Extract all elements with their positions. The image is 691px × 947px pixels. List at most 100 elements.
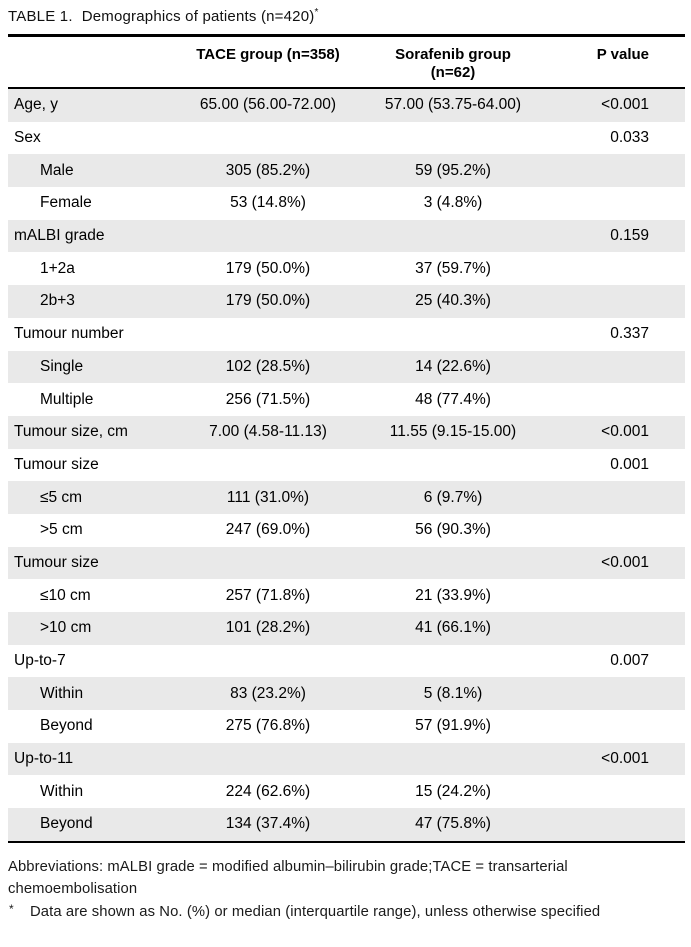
row-label-cell: Multiple (40, 390, 94, 408)
data-note-text: Data are shown as No. (%) or median (int… (30, 903, 601, 920)
row-label-cell: mALBI grade (14, 227, 105, 245)
row-label-cell: Tumour size (14, 455, 99, 473)
table-row: Tumour size <0.001 (8, 546, 685, 580)
p-value-cell (548, 710, 685, 743)
p-value-cell (548, 351, 685, 384)
row-label-cell: Sex (14, 129, 41, 147)
row-label-cell: >5 cm (40, 521, 83, 539)
sorafenib-value-cell: 41 (66.1%) (415, 619, 491, 637)
table-row: >5 cm 247 (69.0%) 56 (90.3%) (8, 514, 685, 547)
p-value-cell: 0.337 (610, 325, 649, 343)
title-footnote-marker: * (314, 7, 319, 18)
table-row: Tumour size, cm 7.00 (4.58-11.13) 11.55 (9… (8, 415, 685, 449)
sorafenib-value-cell (358, 318, 548, 351)
row-label-cell: ≤5 cm (40, 488, 83, 506)
tace-value-cell (178, 122, 358, 155)
sorafenib-value-cell: 59 (95.2%) (415, 161, 491, 179)
abbreviations-note: Abbreviations: mALBI grade = modified al… (8, 858, 568, 897)
p-value-cell (548, 677, 685, 710)
sorafenib-value-cell: 57 (91.9%) (415, 717, 491, 735)
p-value-cell (548, 514, 685, 547)
sorafenib-value-cell: 37 (59.7%) (415, 259, 491, 277)
footnotes: Abbreviations: mALBI grade = modified al… (8, 856, 685, 923)
row-label-cell: 1+2a (40, 259, 75, 277)
p-value-cell (548, 383, 685, 416)
sorafenib-value-cell: 14 (22.6%) (415, 357, 491, 375)
header-sorafenib-group: Sorafenib group (n=62) (358, 35, 548, 89)
row-label-cell: Tumour number (14, 325, 124, 343)
table-row: Up-to-11 <0.001 (8, 742, 685, 776)
header-sorafenib-label: Sorafenib group (n=62) (395, 46, 511, 81)
p-value-cell (548, 154, 685, 187)
row-label-cell: Tumour size, cm (14, 423, 128, 441)
table-row: Tumour number 0.337 (8, 318, 685, 351)
row-label-cell: >10 cm (40, 619, 92, 637)
table-title: TABLE 1. Demographics of patients (n=420)… (8, 7, 685, 27)
demographics-table: TACE group (n=358) Sorafenib group (n=62… (8, 34, 685, 843)
table-row: Within 224 (62.6%) 15 (24.2%) (8, 775, 685, 808)
table-row: Single 102 (28.5%) 14 (22.6%) (8, 350, 685, 384)
row-label-cell: Within (40, 684, 84, 702)
sorafenib-value-cell: 57.00 (53.75-64.00) (384, 96, 522, 114)
p-value-cell (548, 252, 685, 285)
sorafenib-value-cell (358, 743, 548, 776)
sorafenib-value-cell: 3 (4.8%) (423, 194, 483, 212)
row-label-cell: Single (40, 357, 84, 375)
p-value-cell (548, 481, 685, 514)
row-label-cell: Tumour size (14, 553, 99, 571)
table-row: Multiple 256 (71.5%) 48 (77.4%) (8, 383, 685, 416)
sorafenib-value-cell (358, 547, 548, 580)
tace-value-cell (178, 743, 358, 776)
p-value-cell: <0.001 (601, 96, 649, 114)
tace-value-cell (178, 220, 358, 253)
row-label-cell: 2b+3 (40, 292, 75, 310)
table-row: Beyond 134 (37.4%) 47 (75.8%) (8, 808, 685, 842)
tace-value-cell: 247 (69.0%) (225, 521, 311, 539)
p-value-cell (548, 579, 685, 612)
p-value-cell: 0.159 (610, 227, 649, 245)
p-value-cell (548, 612, 685, 645)
table-row: Male 305 (85.2%) 59 (95.2%) (8, 154, 685, 188)
p-value-cell (548, 808, 685, 842)
tace-value-cell (178, 318, 358, 351)
sorafenib-value-cell (358, 122, 548, 155)
p-value-cell: <0.001 (601, 553, 649, 571)
table-header: TACE group (n=358) Sorafenib group (n=62… (8, 35, 685, 89)
sorafenib-value-cell: 48 (77.4%) (415, 390, 491, 408)
header-tace-group: TACE group (n=358) (178, 35, 358, 89)
row-label-cell: Within (40, 782, 84, 800)
tace-value-cell: 275 (76.8%) (225, 717, 311, 735)
tace-value-cell: 256 (71.5%) (225, 390, 311, 408)
sorafenib-value-cell: 11.55 (9.15-15.00) (389, 423, 517, 441)
p-value-cell: 0.001 (610, 455, 649, 473)
row-label-cell: Up-to-7 (14, 652, 66, 670)
p-value-cell: 0.033 (610, 129, 649, 147)
table-row: >10 cm 101 (28.2%) 41 (66.1%) (8, 612, 685, 645)
table-row: Within 83 (23.2%) 5 (8.1%) (8, 677, 685, 711)
row-label-cell: Beyond (40, 717, 93, 735)
sorafenib-value-cell (358, 449, 548, 482)
table-row: mALBI grade 0.159 (8, 219, 685, 253)
tace-value-cell: 83 (23.2%) (230, 684, 306, 702)
sorafenib-value-cell: 56 (90.3%) (415, 521, 491, 539)
sorafenib-value-cell: 21 (33.9%) (415, 586, 491, 604)
data-note: * Data are shown as No. (%) or median (in… (8, 901, 630, 923)
header-p-value: P value (548, 35, 685, 89)
table-row: Up-to-7 0.007 (8, 645, 685, 678)
p-value-cell: <0.001 (601, 750, 649, 768)
table-row: ≤5 cm 111 (31.0%) 6 (9.7%) (8, 481, 685, 514)
row-label-cell: Male (40, 161, 74, 179)
row-label-cell: ≤10 cm (40, 586, 91, 604)
row-label-cell: Female (40, 194, 92, 212)
row-label-cell: Up-to-11 (14, 750, 74, 768)
header-empty-cell (8, 35, 178, 89)
sorafenib-value-cell (358, 645, 548, 678)
p-value-cell: 0.007 (610, 652, 649, 670)
p-value-cell (548, 187, 685, 220)
table-row: Sex 0.033 (8, 122, 685, 155)
tace-value-cell: 111 (31.0%) (226, 488, 310, 506)
sorafenib-value-cell: 25 (40.3%) (415, 292, 491, 310)
tace-value-cell: 179 (50.0%) (225, 292, 311, 310)
tace-value-cell: 257 (71.8%) (225, 586, 311, 604)
tace-value-cell: 305 (85.2%) (225, 161, 311, 179)
